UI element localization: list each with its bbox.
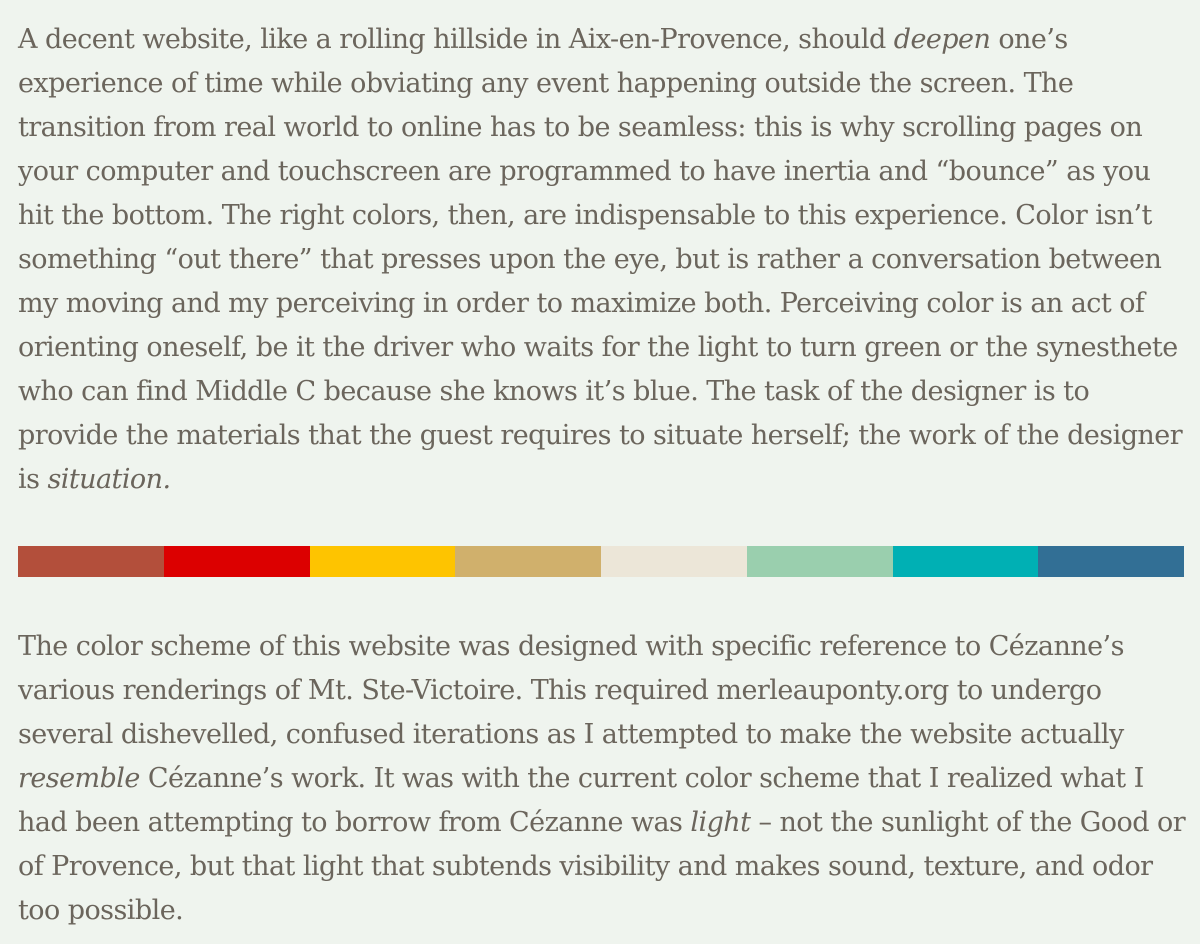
color-swatch (163, 546, 310, 577)
color-swatch (601, 546, 747, 577)
color-swatch (746, 546, 893, 577)
intro-text-2: one’s experience of time while obviating… (18, 24, 1183, 495)
color-palette-bar (18, 546, 1184, 577)
article-body: A decent website, like a rolling hillsid… (18, 18, 1190, 933)
intro-text-1: A decent website, like a rolling hillsid… (18, 24, 894, 55)
color-swatch (18, 546, 164, 577)
scheme-text-1: The color scheme of this website was des… (18, 631, 1124, 750)
scheme-text-2: Cézanne’s work. It was with the current … (18, 763, 1144, 838)
intro-emphasis-situation: situation. (47, 464, 171, 495)
color-swatch (1038, 546, 1184, 577)
color-scheme-paragraph: The color scheme of this website was des… (18, 625, 1190, 933)
scheme-emphasis-light: light (690, 807, 751, 838)
color-swatch (309, 546, 456, 577)
color-swatch (455, 546, 601, 577)
scheme-text-3: – not the sunlight of the Good or of Pro… (18, 807, 1186, 926)
color-swatch (892, 546, 1039, 577)
intro-paragraph: A decent website, like a rolling hillsid… (18, 18, 1190, 502)
intro-emphasis-deepen: deepen (893, 24, 991, 55)
scheme-emphasis-resemble: resemble (18, 763, 140, 794)
